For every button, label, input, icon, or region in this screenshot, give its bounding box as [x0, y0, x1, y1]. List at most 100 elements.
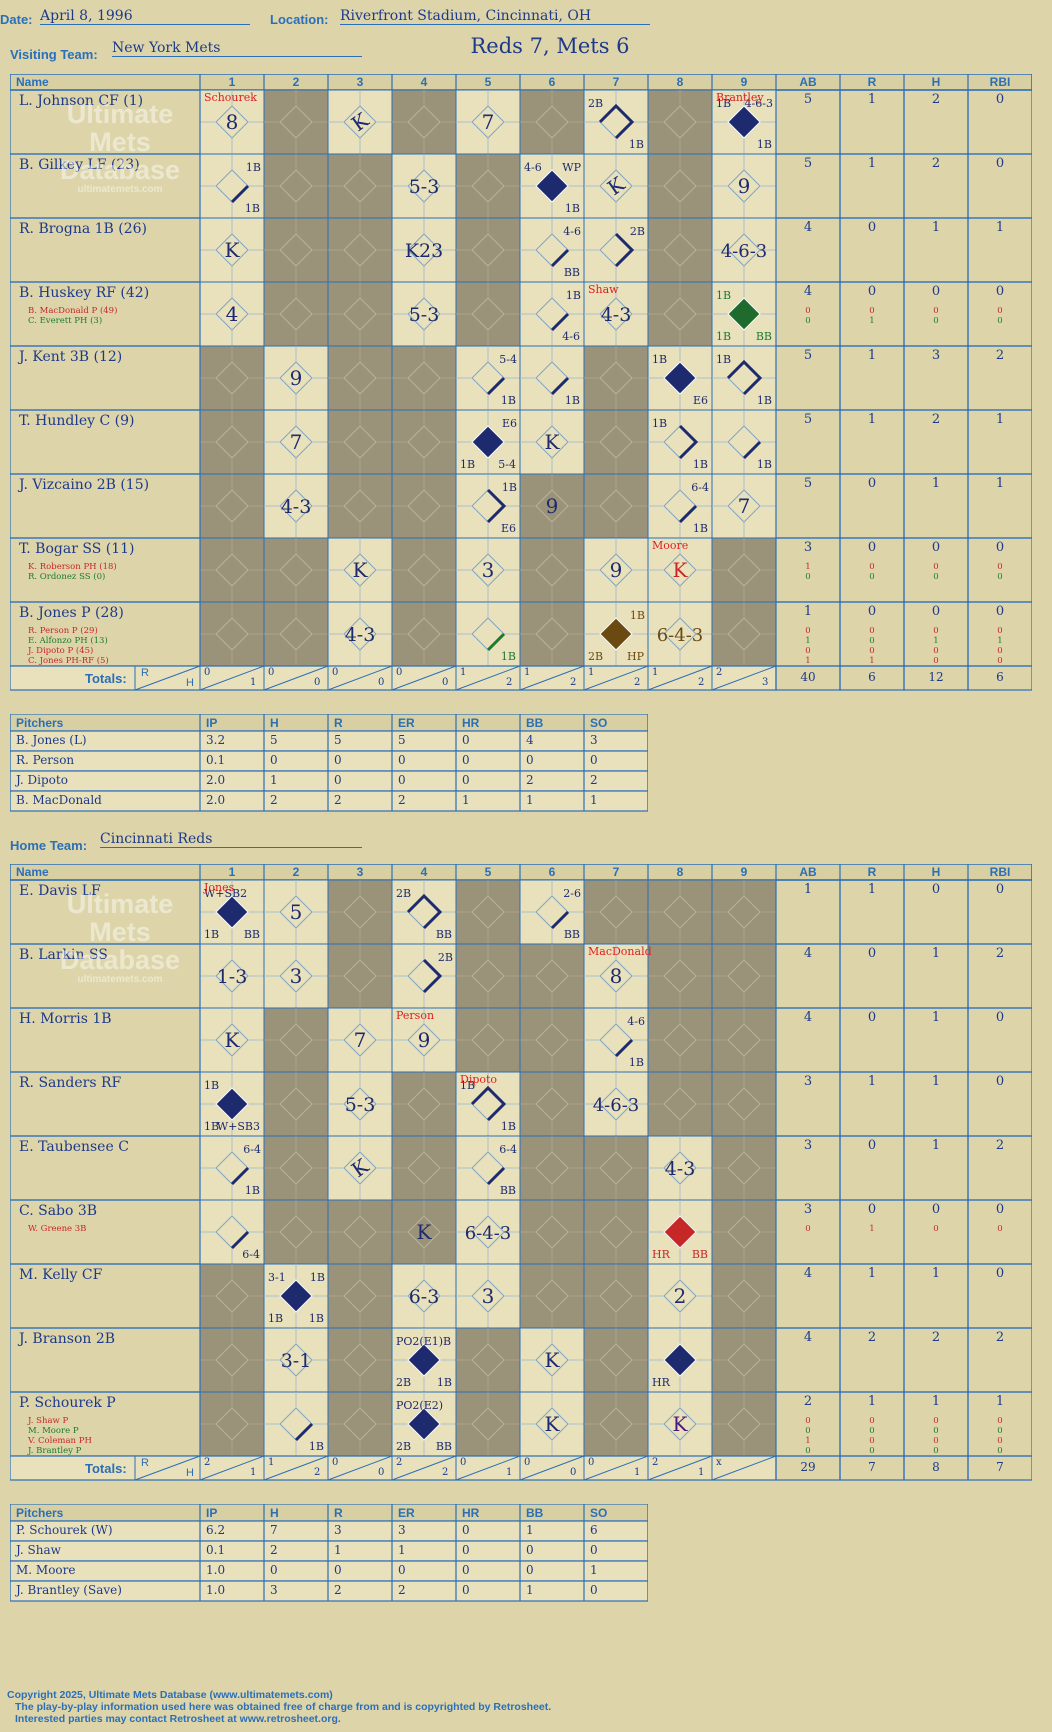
- svg-text:HP: HP: [627, 650, 645, 663]
- svg-text:1B: 1B: [630, 609, 645, 622]
- player-stat: 0: [995, 882, 1005, 897]
- player-stat: 4: [803, 946, 813, 961]
- svg-text:K: K: [225, 238, 241, 262]
- svg-text:4-3: 4-3: [665, 1158, 696, 1180]
- play-mark: Schourek: [204, 91, 257, 104]
- svg-text:5-3: 5-3: [345, 1094, 376, 1116]
- player-stat: 4: [803, 1010, 813, 1025]
- svg-text:4: 4: [226, 302, 239, 326]
- inning-header: 2: [292, 865, 300, 879]
- inning-hits: 0: [378, 677, 385, 688]
- stat-header: R: [867, 75, 877, 89]
- home-team-name: Cincinnati Reds: [100, 831, 362, 848]
- player-stat: 0: [931, 882, 941, 897]
- play-mark: PO2(E1)B 2B 1B: [396, 1335, 452, 1389]
- svg-text:1B: 1B: [501, 394, 516, 407]
- pitcher-stat: 0: [398, 773, 406, 787]
- pitcher-stat: 0: [462, 753, 470, 767]
- player-row: R. Brogna 1B (26) 4 0 1 1: [10, 218, 1032, 282]
- player-stat: 3: [803, 1138, 813, 1153]
- pitcher-change-note: Moore: [652, 539, 688, 552]
- player-stat: 5: [803, 92, 813, 107]
- pitcher-stat: 0: [334, 1563, 342, 1577]
- pitcher-stat: 1.0: [206, 1563, 226, 1577]
- player-stat: 0: [995, 540, 1005, 555]
- svg-text:1B: 1B: [757, 458, 772, 471]
- pitcher-stat: 0: [462, 733, 470, 747]
- play-mark: 4-3: [281, 496, 312, 518]
- svg-text:1B: 1B: [757, 138, 772, 151]
- player-name: R. Brogna 1B (26): [19, 221, 148, 237]
- play-mark: 4-6 BB: [550, 225, 581, 279]
- pitcher-stat: 6: [590, 1523, 598, 1537]
- player-stat: 2: [867, 1330, 877, 1345]
- play-mark: 1-3: [217, 966, 248, 988]
- name-column-header: Name: [16, 865, 49, 879]
- svg-text:9: 9: [290, 366, 303, 390]
- player-stat: 1: [867, 1266, 877, 1281]
- inning-hits: 1: [698, 1467, 705, 1478]
- svg-text:K: K: [225, 1028, 241, 1052]
- player-stat: 0: [931, 604, 941, 619]
- game-date: April 8, 1996: [40, 8, 250, 25]
- svg-text:1B: 1B: [501, 1120, 516, 1133]
- svg-text:2-6: 2-6: [563, 887, 581, 900]
- home-pitchers-table: Pitchers IP H R ER HR BB SO P. Schourek (W) 6.2 7 3…: [10, 1504, 648, 1606]
- player-stat: 2: [995, 1138, 1005, 1153]
- player-row: E. Taubensee C 3 0 1 2: [10, 1136, 1032, 1200]
- player-name: B. Huskey RF (42): [19, 285, 150, 301]
- player-stat: 5: [803, 476, 813, 491]
- pitcher-column-header: HR: [462, 1506, 480, 1520]
- stat-header: H: [931, 865, 941, 879]
- pitcher-stat: 0: [398, 1563, 406, 1577]
- inning-header: 5: [484, 865, 492, 879]
- inning-header: 6: [548, 75, 556, 89]
- pitcher-column-header: ER: [398, 716, 415, 730]
- play-mark: 1B: [486, 632, 516, 663]
- substitute-stat: 0: [933, 572, 939, 582]
- watermark-logo: Ultimate Mets Database ultimatemets.com: [59, 99, 181, 195]
- home-grid: W+SB2 1B BB Jones 5 2B BB 2-6 BB 1-3 3 2B 8 MacDonald…: [10, 864, 1032, 1481]
- svg-text:5-4: 5-4: [499, 353, 517, 366]
- play-mark: K: [225, 238, 241, 262]
- svg-text:4-6-3: 4-6-3: [721, 241, 768, 262]
- substitute-stat: 0: [869, 636, 875, 646]
- play-mark: 1B E6: [652, 353, 708, 407]
- inning-header: 3: [356, 865, 364, 879]
- svg-text:1-3: 1-3: [217, 966, 248, 988]
- player-stat: 5: [803, 156, 813, 171]
- pitcher-stat: 0: [334, 753, 342, 767]
- pitcher-name: B. MacDonald: [16, 793, 102, 807]
- pitcher-column-header: HR: [462, 716, 480, 730]
- svg-text:1B: 1B: [460, 458, 475, 471]
- pitchers-header: Pitchers IP H R ER HR BB SO: [10, 714, 648, 731]
- player-stat: 1: [995, 476, 1005, 491]
- svg-text:BB: BB: [756, 330, 772, 343]
- player-stat: 2: [803, 1394, 813, 1409]
- play-mark: 9: [610, 558, 623, 582]
- player-name: B. Larkin SS: [19, 947, 108, 963]
- svg-text:K: K: [673, 1412, 689, 1436]
- play-mark: 4: [226, 302, 239, 326]
- pitcher-stat: 0: [590, 1543, 598, 1557]
- substitute-stat: 0: [805, 306, 811, 316]
- substitute-name: B. MacDonald P (49): [28, 306, 118, 316]
- play-mark: 3: [290, 964, 303, 988]
- substitute-stat: 1: [805, 636, 811, 646]
- svg-text:7: 7: [354, 1028, 367, 1052]
- player-row: T. Hundley C (9) 5 1 2 1: [10, 410, 1032, 474]
- play-mark: 3-1 1B 1B 1B: [268, 1271, 325, 1325]
- play-mark: 7: [290, 430, 303, 454]
- inning-runs: 0: [332, 1457, 339, 1468]
- pitcher-stat: 1: [526, 1583, 534, 1597]
- pitcher-stat: 0: [526, 1563, 534, 1577]
- runs-key: R: [141, 667, 149, 679]
- pitcher-stat: 2: [270, 1543, 278, 1557]
- player-stat: 0: [867, 220, 877, 235]
- play-mark: E6 1B 5-4: [460, 417, 517, 471]
- inning-header: 2: [292, 75, 300, 89]
- visiting-pitchers-table: Pitchers IP H R ER HR BB SO B. Jones (L) 3.2 5 5 5 0 4…: [10, 714, 648, 816]
- stat-header: R: [867, 865, 877, 879]
- svg-text:9: 9: [418, 1028, 431, 1052]
